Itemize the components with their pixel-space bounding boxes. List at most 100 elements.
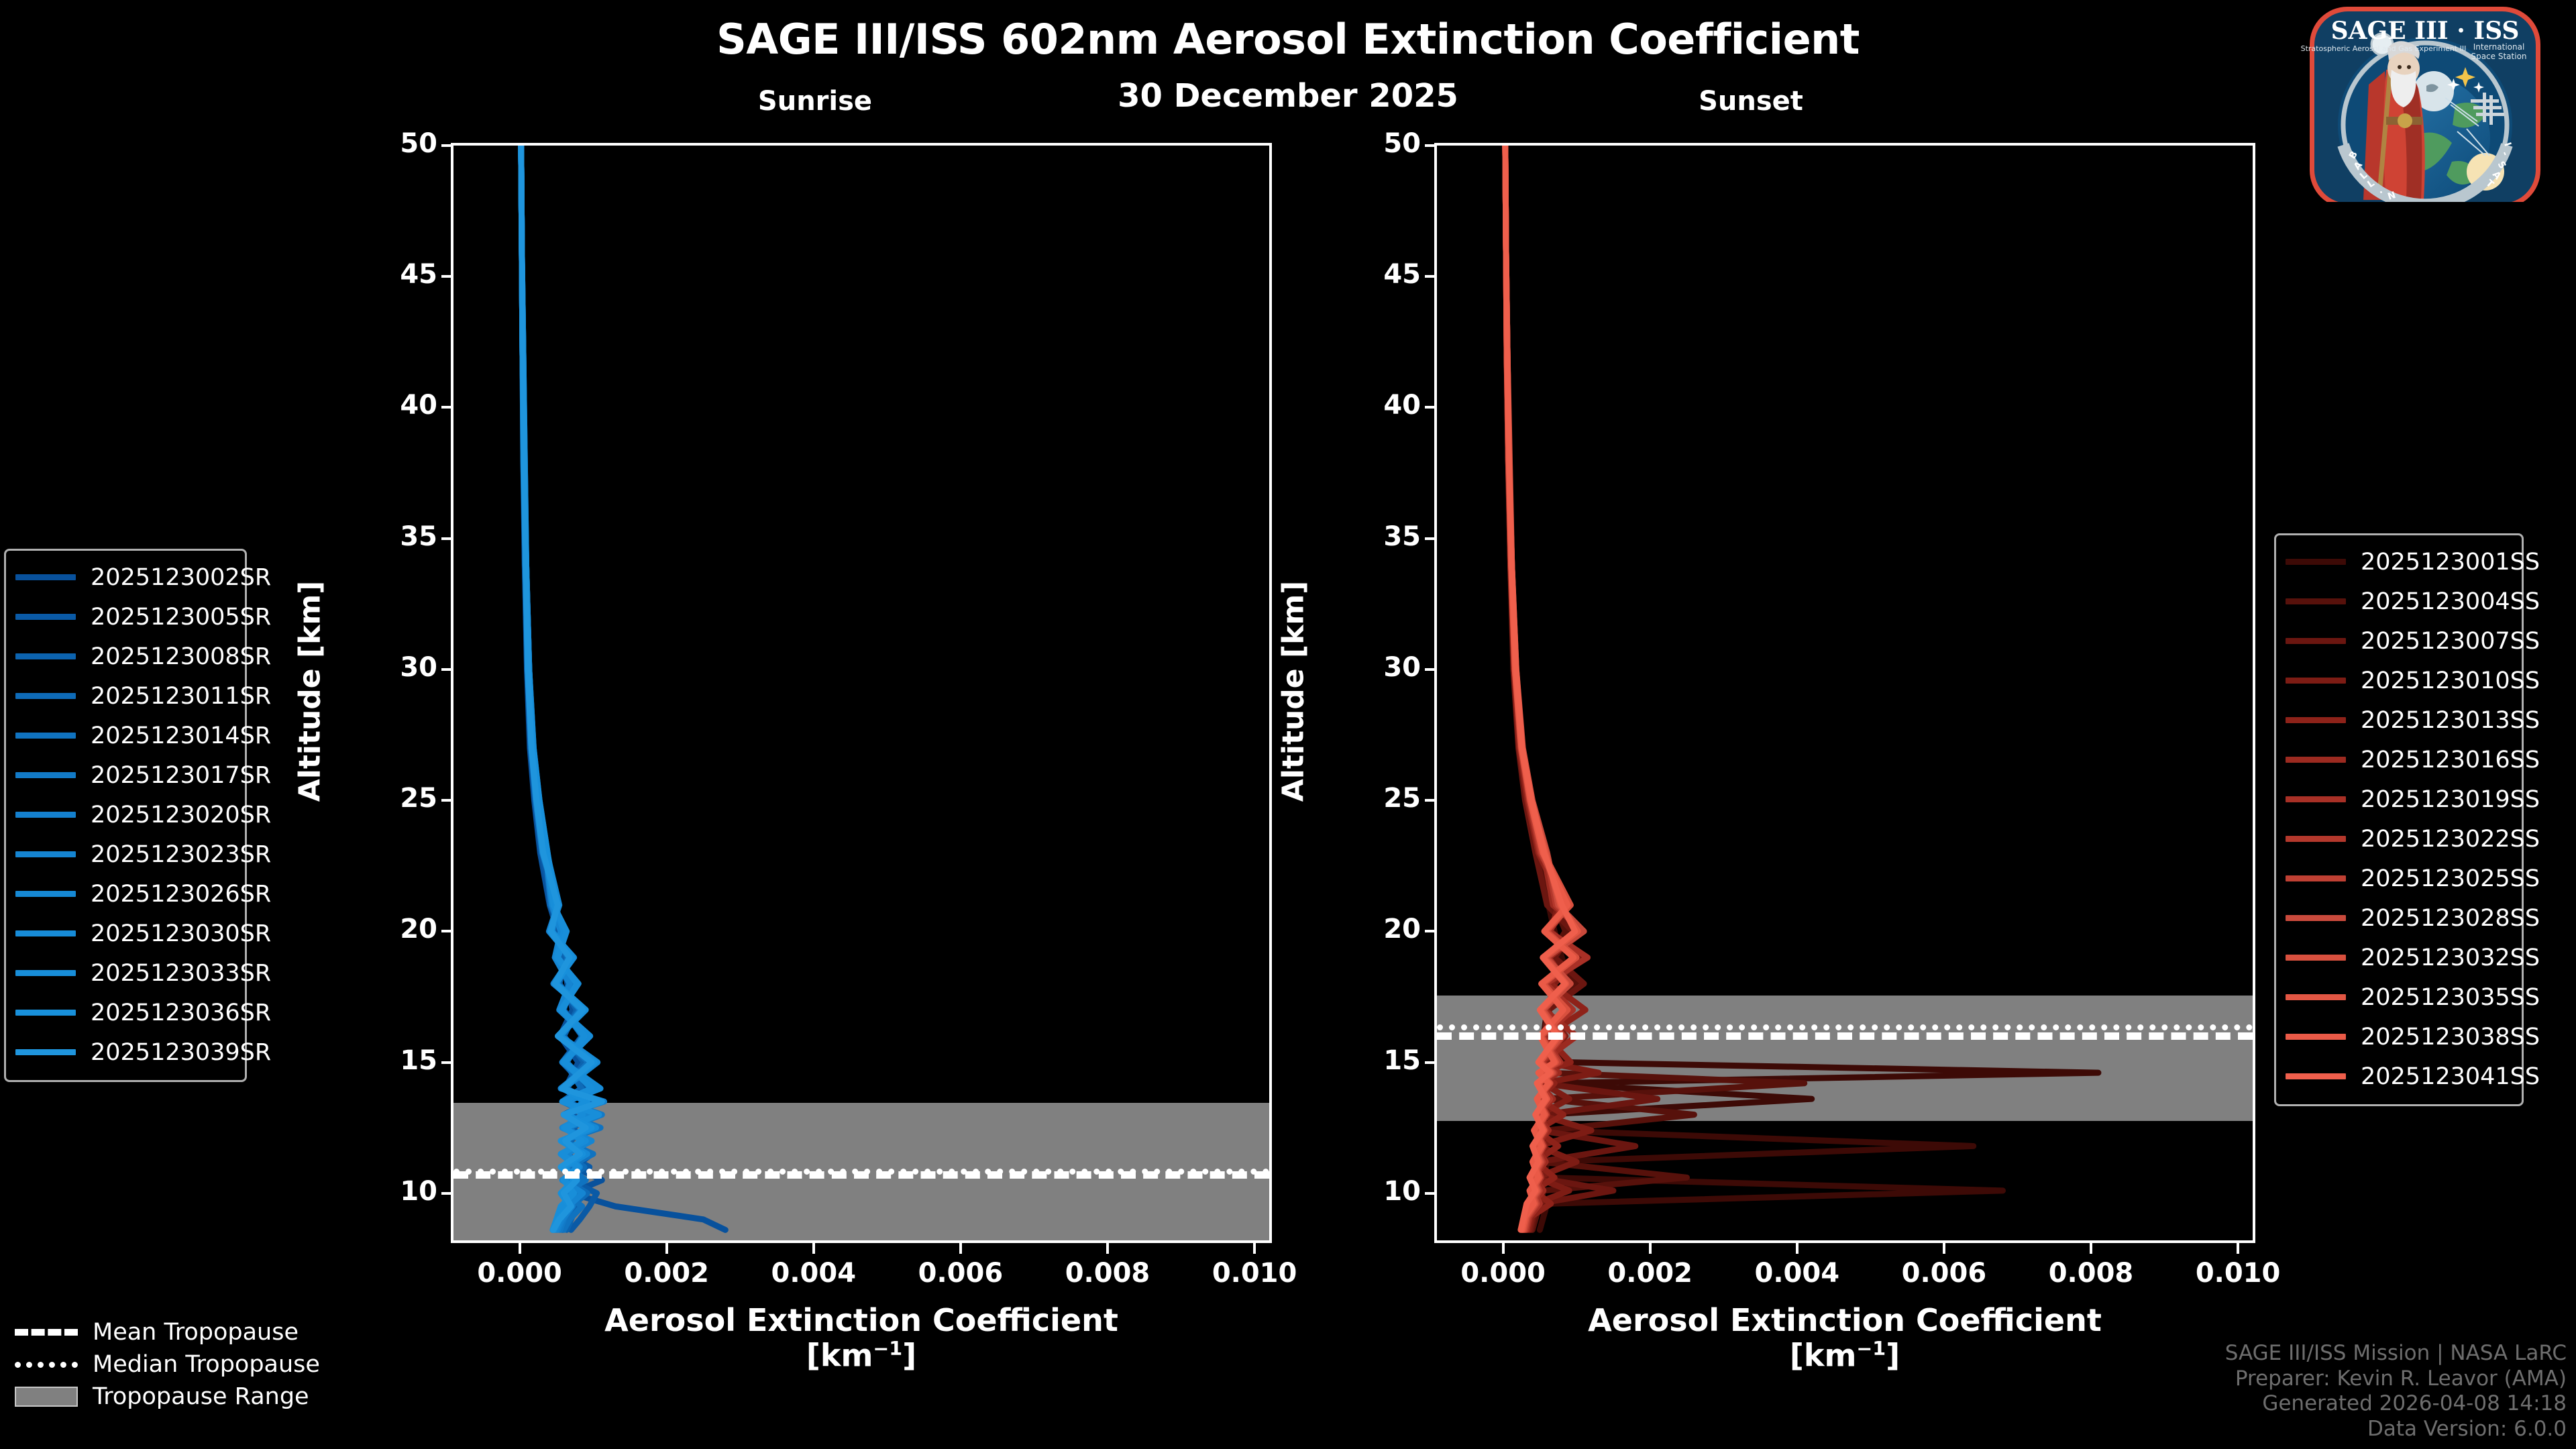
legend-sunrise[interactable]: 2025123002SR 2025123005SR 2025123008SR 2025… xyxy=(4,549,271,1082)
profile-lines-sunset xyxy=(1502,146,2102,1233)
page-subtitle-date: 30 December 2025 xyxy=(1118,77,1458,115)
x-axis-tick-mark xyxy=(1795,1243,1799,1254)
legend-event-sunset-item[interactable]: 2025123016SS xyxy=(2286,740,2540,780)
x-axis-tick-mark xyxy=(665,1243,668,1254)
legend-event-sunset-item[interactable]: 2025123019SS xyxy=(2286,780,2540,819)
legend-event-sunrise-label: 2025123033SR xyxy=(91,959,272,987)
y-axis-tick-mark xyxy=(441,406,451,409)
y-axis-tick-mark xyxy=(441,537,451,540)
legend-event-sunrise-item[interactable]: 2025123020SR xyxy=(15,795,271,835)
legend-event-sunset-label: 2025123007SS xyxy=(2361,627,2540,655)
legend-event-sunset-label: 2025123022SS xyxy=(2361,825,2540,853)
median-tropopause-line xyxy=(1437,1024,2253,1030)
legend-event-sunset-label: 2025123041SS xyxy=(2361,1063,2540,1090)
legend-event-sunrise-label: 2025123036SR xyxy=(91,999,272,1026)
x-axis-tick-label: 0.008 xyxy=(1065,1258,1150,1289)
mean-tropopause-line xyxy=(453,1171,1269,1179)
y-axis-tick-label: 20 xyxy=(400,914,437,945)
y-axis-tick-label: 35 xyxy=(400,521,437,552)
x-axis-tick-label: 0.004 xyxy=(771,1258,857,1289)
x-axis-tick-mark xyxy=(959,1243,962,1254)
x-axis-tick-mark xyxy=(1501,1243,1505,1254)
legend-event-sunset-item[interactable]: 2025123035SS xyxy=(2286,977,2540,1017)
legend-event-sunrise-item[interactable]: 2025123017SR xyxy=(15,755,271,795)
legend-event-sunset-item[interactable]: 2025123013SS xyxy=(2286,700,2540,740)
x-axis-tick-mark xyxy=(1648,1243,1652,1254)
svg-text:I: I xyxy=(2502,141,2513,148)
filled-band-icon xyxy=(15,1387,78,1407)
legend-event-sunset-item[interactable]: 2025123010SS xyxy=(2286,661,2540,700)
line-color-swatch-icon xyxy=(2286,915,2346,921)
legend-event-sunset-item[interactable]: 2025123007SS xyxy=(2286,621,2540,661)
line-color-swatch-icon xyxy=(2286,678,2346,684)
y-axis-title: Altitude [km] xyxy=(292,580,327,802)
logo-title: SAGE III · ISS xyxy=(2331,17,2520,45)
legend-event-sunset-item[interactable]: 2025123004SS xyxy=(2286,582,2540,621)
legend-event-sunset-item[interactable]: 2025123041SS xyxy=(2286,1057,2540,1096)
logo-subtitle-right-2: Space Station xyxy=(2471,52,2526,61)
legend-event-sunrise-label: 2025123020SR xyxy=(91,801,272,828)
legend-event-sunset-item[interactable]: 2025123001SS xyxy=(2286,542,2540,582)
line-color-swatch-icon xyxy=(2286,757,2346,763)
legend-event-sunrise-label: 2025123023SR xyxy=(91,841,272,868)
profile-line xyxy=(518,146,729,1233)
legend-event-sunrise-label: 2025123030SR xyxy=(91,920,272,947)
footer-line-version: Data Version: 6.0.0 xyxy=(2367,1417,2567,1442)
legend-event-sunrise-item[interactable]: 2025123023SR xyxy=(15,835,271,874)
legend-item-mean-tropopause: Mean Tropopause xyxy=(15,1316,330,1348)
legend-sunset[interactable]: 2025123001SS 2025123004SS 2025123007SS 2025… xyxy=(2274,533,2540,1106)
dashed-line-icon xyxy=(15,1322,78,1342)
line-color-swatch-icon xyxy=(15,574,76,580)
line-color-swatch-icon xyxy=(15,1049,76,1055)
legend-event-sunrise-label: 2025123017SR xyxy=(91,761,272,789)
legend-event-sunset-item[interactable]: 2025123022SS xyxy=(2286,819,2540,859)
y-axis-tick-label: 20 xyxy=(1383,914,1421,945)
plot-area-sunset xyxy=(1434,143,2255,1243)
profile-line xyxy=(1502,146,1578,1233)
legend-event-sunrise-item[interactable]: 2025123039SR xyxy=(15,1032,271,1072)
line-color-swatch-icon xyxy=(15,772,76,778)
line-color-swatch-icon xyxy=(2286,836,2346,842)
legend-event-sunset-label: 2025123035SS xyxy=(2361,983,2540,1011)
legend-event-sunset-label: 2025123032SS xyxy=(2361,944,2540,971)
legend-event-sunrise-item[interactable]: 2025123002SR xyxy=(15,557,271,597)
line-color-swatch-icon xyxy=(2286,1034,2346,1040)
x-axis-tick-label: 0.000 xyxy=(477,1258,562,1289)
legend-event-sunrise-item[interactable]: 2025123030SR xyxy=(15,914,271,953)
y-axis-tick-label: 50 xyxy=(400,128,437,159)
y-axis-tick-label: 30 xyxy=(400,651,437,683)
y-axis-tick-mark xyxy=(1425,799,1434,802)
y-axis-tick-mark xyxy=(1425,667,1434,671)
svg-text:N: N xyxy=(2386,190,2397,202)
line-color-swatch-icon xyxy=(15,653,76,659)
legend-event-sunrise-item[interactable]: 2025123014SR xyxy=(15,716,271,755)
legend-event-sunset-item[interactable]: 2025123032SS xyxy=(2286,938,2540,977)
y-axis-tick-label: 40 xyxy=(1383,390,1421,421)
sage-iii-iss-mission-patch-logo: B A L L · N T A S - I SAGE III · ISS Str… xyxy=(2284,4,2566,208)
x-axis-tick-label: 0.010 xyxy=(2195,1258,2281,1289)
legend-event-sunrise-item[interactable]: 2025123005SR xyxy=(15,597,271,637)
legend-event-sunset-item[interactable]: 2025123038SS xyxy=(2286,1017,2540,1057)
legend-event-sunset-item[interactable]: 2025123028SS xyxy=(2286,898,2540,938)
x-axis-title-text: Aerosol Extinction Coefficient xyxy=(604,1302,1118,1338)
x-axis-tick-label: 0.002 xyxy=(624,1258,709,1289)
line-color-swatch-icon xyxy=(2286,1073,2346,1079)
footer-line-mission: SAGE III/ISS Mission | NASA LaRC xyxy=(2224,1340,2567,1365)
line-color-swatch-icon xyxy=(15,970,76,976)
y-axis-tick-label: 25 xyxy=(1383,783,1421,814)
median-tropopause-line xyxy=(453,1168,1269,1175)
legend-event-sunrise-item[interactable]: 2025123026SR xyxy=(15,874,271,914)
x-axis-tick-mark xyxy=(2089,1243,2092,1254)
y-axis-tick-mark xyxy=(441,930,451,933)
y-axis-tick-label: 10 xyxy=(1383,1175,1421,1207)
legend-event-sunset-label: 2025123019SS xyxy=(2361,786,2540,813)
line-color-swatch-icon xyxy=(15,733,76,739)
legend-event-sunrise-item[interactable]: 2025123033SR xyxy=(15,953,271,993)
x-axis-tick-label: 0.006 xyxy=(918,1258,1004,1289)
legend-event-sunrise-item[interactable]: 2025123011SR xyxy=(15,676,271,716)
legend-event-sunrise-item[interactable]: 2025123036SR xyxy=(15,993,271,1032)
legend-event-sunset-item[interactable]: 2025123025SS xyxy=(2286,859,2540,898)
legend-event-sunrise-item[interactable]: 2025123008SR xyxy=(15,637,271,676)
y-axis-title: Altitude [km] xyxy=(1276,580,1311,802)
legend-event-sunrise-label: 2025123026SR xyxy=(91,880,272,908)
